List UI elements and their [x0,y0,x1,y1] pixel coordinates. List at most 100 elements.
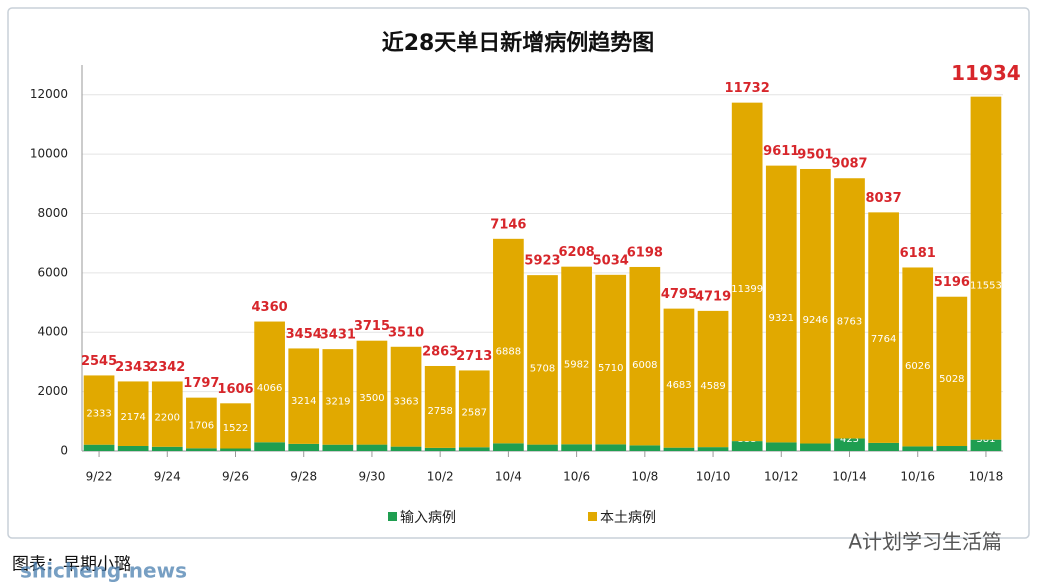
x-tick-label: 10/10 [696,470,731,484]
x-tick-label: 9/30 [358,470,385,484]
bar-segment [254,442,285,451]
total-label: 4719 [695,289,731,304]
bar-segment [254,321,285,443]
total-label: 5034 [593,253,629,268]
segment-label: 9246 [803,315,828,326]
bar-segment [629,266,661,446]
bar-segment [458,370,490,448]
total-label: 5196 [934,275,970,290]
bar-segment [936,446,968,451]
total-label: 2545 [81,354,117,369]
bar-segment [697,310,729,448]
bar-segment [151,381,183,447]
segment-label: 4066 [257,383,282,394]
bar-segment [663,447,695,451]
y-tick-label: 4000 [37,325,68,339]
total-label: 11934 [951,61,1021,85]
total-label: 6181 [900,246,936,261]
segment-label: 3214 [291,396,316,407]
bar-segment [288,443,320,451]
bar-segment [356,340,388,445]
total-label: 5923 [524,254,560,269]
legend-label: 本土病例 [600,510,656,526]
total-label: 3454 [286,327,322,342]
x-tick-label: 9/24 [154,470,181,484]
total-label: 2342 [149,360,185,375]
watermark: shicheng.news [20,559,187,583]
bar-segment [220,448,251,451]
y-tick-label: 8000 [37,206,68,220]
total-label: 9501 [797,147,833,162]
segment-label: 4589 [700,381,725,392]
bar-segment [936,296,968,447]
segment-label: 3500 [359,393,384,404]
bar-segment [800,443,831,451]
bar-segment [595,274,627,445]
segment-label: 6888 [496,346,521,357]
y-tick-label: 6000 [37,265,68,279]
total-label: 2863 [422,344,458,359]
x-tick-label: 10/4 [495,470,522,484]
bar-segment [902,446,934,451]
bar-segment [424,365,456,448]
bar-segment [834,438,865,451]
x-tick-label: 10/14 [832,470,867,484]
total-label: 3431 [320,328,356,343]
legend-swatch [588,512,597,521]
bar-segment [765,442,797,451]
bar-segment [186,448,217,451]
bar-segment [322,349,354,445]
segment-label: 9321 [769,313,794,324]
total-label: 1797 [183,376,219,391]
total-label: 7146 [490,217,526,232]
segment-label: 8763 [837,316,862,327]
total-label: 4795 [661,287,697,302]
bar-segment [458,447,490,451]
total-label: 9611 [763,144,799,159]
y-tick-label: 12000 [30,87,68,101]
y-tick-label: 2000 [37,384,68,398]
bar-segment [356,444,388,451]
segment-label: 4683 [666,380,691,391]
bar-segment [117,381,149,446]
y-tick-label: 0 [60,444,68,458]
bar-segment [322,444,354,451]
segment-label: 2174 [120,412,145,423]
total-label: 11732 [725,81,770,96]
segment-label: 6008 [632,360,657,371]
source: 图表：早期小璐 [12,555,131,575]
segment-label: 3219 [325,397,350,408]
bar-segment [765,165,797,443]
bar-segment [83,375,115,445]
bar-segment [663,308,695,448]
bar-segment [186,397,217,449]
total-label: 3715 [354,319,390,334]
segment-label: 5710 [598,363,623,374]
bar-segment [220,403,251,449]
account-name: A计划学习生活篇 [848,530,1002,554]
bar-segment [595,444,627,451]
x-tick-label: 10/2 [427,470,454,484]
bar-segment [390,446,422,451]
segment-label: 7764 [871,334,896,345]
bar-segment [493,238,524,444]
bar-segment [390,346,422,447]
bar-segment [493,443,524,451]
x-tick-label: 10/18 [969,470,1004,484]
total-label: 8037 [866,191,902,206]
bar-segment [288,348,320,444]
segment-label: 1522 [223,423,248,434]
bar-segment [834,178,865,439]
bar-segment [868,212,899,443]
x-tick-label: 9/28 [290,470,317,484]
x-tick-label: 10/6 [563,470,590,484]
segment-label: 1706 [189,421,214,432]
x-tick-label: 10/12 [764,470,799,484]
segment-label: 5982 [564,359,589,370]
bar-segment [731,102,763,442]
bar-segment [561,444,592,451]
bar-segment [83,444,115,451]
bar-segment [629,445,661,451]
x-tick-label: 9/22 [86,470,113,484]
